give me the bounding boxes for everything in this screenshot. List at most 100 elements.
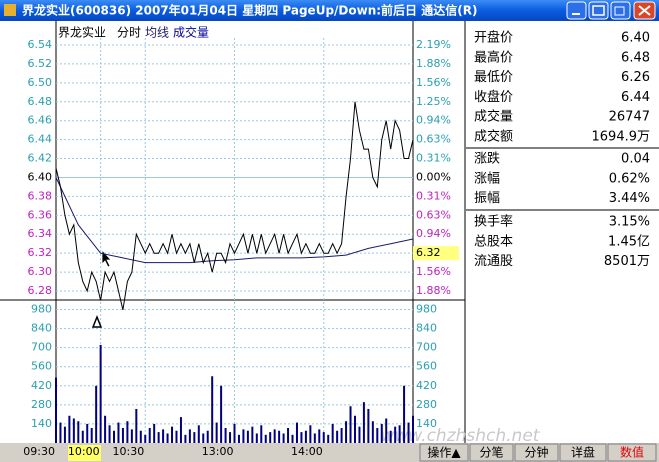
window-title: 界龙实业(600836) 2007年01月04日 星期四 PageUp/Down… <box>22 3 477 18</box>
volume-bar <box>255 433 258 443</box>
volume-bar <box>380 423 383 443</box>
legend-item: 均线 <box>145 26 169 40</box>
volume-bar <box>295 422 298 443</box>
price-tick-label: 6.44 <box>28 133 53 146</box>
watermark: www.chzhshch.net <box>381 426 541 446</box>
volume-bar <box>358 426 361 443</box>
low-marker <box>91 314 103 328</box>
price-tick-label: 6.40 <box>28 170 53 183</box>
price-tick-label: 6.32 <box>28 246 53 259</box>
pct-tick-label: 0.31% <box>416 152 451 165</box>
info-label: 换手率 <box>474 214 513 230</box>
volume-bar <box>394 426 397 443</box>
tab-label[interactable]: 详盘 <box>571 445 595 460</box>
volume-bar <box>135 408 138 443</box>
volume-tick-label: 560 <box>416 360 437 373</box>
volume-bar <box>211 376 214 443</box>
volume-bar <box>197 425 200 443</box>
info-value: 1.45亿 <box>608 234 650 249</box>
pct-tick-label: 2.19% <box>416 38 451 51</box>
stock-name: 界龙实业 <box>58 25 106 40</box>
volume-bar <box>398 425 401 443</box>
volume-bar <box>193 432 196 443</box>
time-tick-label: 13:00 <box>202 445 234 458</box>
time-tick-label: 10:00 <box>68 445 100 458</box>
volume-bar <box>188 429 191 443</box>
volume-tick-label: 140 <box>416 417 437 430</box>
info-label: 总股本 <box>474 234 513 249</box>
tab-label[interactable]: 操作▲ <box>427 445 461 460</box>
volume-bar <box>287 428 290 443</box>
price-tick-label: 6.46 <box>28 114 53 127</box>
volume-bar <box>166 433 169 443</box>
volume-tick-label: 840 <box>416 322 437 335</box>
volume-bar <box>376 428 379 443</box>
maximize-button[interactable] <box>588 1 609 20</box>
volume-bar <box>121 428 124 443</box>
restore-button[interactable] <box>610 1 631 20</box>
info-label: 成交量 <box>474 109 513 125</box>
tab[interactable] <box>514 443 559 462</box>
price-tick-label: 6.38 <box>28 189 53 202</box>
tab[interactable] <box>607 443 657 462</box>
cursor-price-label: 6.32 <box>416 246 441 259</box>
pct-tick-label: 1.88% <box>416 284 451 297</box>
volume-bar <box>175 430 178 443</box>
info-value: 3.44% <box>609 191 650 206</box>
tab[interactable] <box>559 443 607 462</box>
volume-bar <box>327 434 330 443</box>
volume-bar <box>273 429 276 443</box>
tab-label[interactable]: 分钟 <box>524 445 548 460</box>
volume-bar <box>269 432 272 443</box>
volume-bar <box>349 406 352 443</box>
volume-bar <box>72 418 75 443</box>
volume-bar <box>113 430 116 443</box>
volume-bar <box>362 402 365 443</box>
volume-bar <box>412 415 414 443</box>
time-tick-label: 10:30 <box>113 445 145 458</box>
window-buttons <box>566 1 656 20</box>
price-tick-label: 6.36 <box>28 208 53 221</box>
volume-bar <box>68 415 71 443</box>
close-icon <box>638 5 651 16</box>
volume-bar <box>108 425 111 443</box>
tab[interactable] <box>469 443 514 462</box>
volume-bar <box>171 426 174 443</box>
pct-tick-label: 0.63% <box>416 133 451 146</box>
average-line <box>55 177 414 264</box>
volume-bar <box>309 425 312 443</box>
info-label: 开盘价 <box>474 30 513 46</box>
info-label: 收盘价 <box>474 89 513 105</box>
price-tick-label: 6.50 <box>28 76 53 89</box>
volume-bar <box>233 423 236 443</box>
legend-item: 成交量 <box>173 25 209 40</box>
volume-bar <box>385 418 388 443</box>
info-value: 6.44 <box>621 90 650 105</box>
info-value: 0.04 <box>621 152 650 167</box>
volume-bar <box>242 429 245 443</box>
minimize-button[interactable] <box>566 1 587 20</box>
volume-bar <box>304 430 307 443</box>
volume-bar <box>157 432 160 443</box>
chart-background <box>0 21 659 443</box>
price-tick-label: 6.42 <box>28 152 53 165</box>
tab[interactable] <box>419 443 469 462</box>
volume-bar <box>148 428 151 443</box>
price-tick-label: 6.34 <box>28 227 53 240</box>
volume-bar <box>104 415 107 443</box>
volume-bar <box>260 425 263 443</box>
info-label: 最高价 <box>474 49 513 65</box>
tab-label[interactable]: 数值 <box>620 445 644 460</box>
restore-icon <box>614 6 625 16</box>
volume-tick-label: 980 <box>416 303 437 316</box>
volume-bar <box>389 430 392 443</box>
volume-tick-label: 700 <box>416 341 437 354</box>
volume-bar <box>237 434 240 443</box>
time-tick-label: 09:30 <box>23 445 55 458</box>
tab-label[interactable]: 分笔 <box>479 445 503 460</box>
pct-tick-label: 0.94% <box>416 227 451 240</box>
volume-tick-label: 280 <box>416 398 437 411</box>
volume-bar <box>95 385 98 443</box>
volume-bar <box>130 429 133 443</box>
